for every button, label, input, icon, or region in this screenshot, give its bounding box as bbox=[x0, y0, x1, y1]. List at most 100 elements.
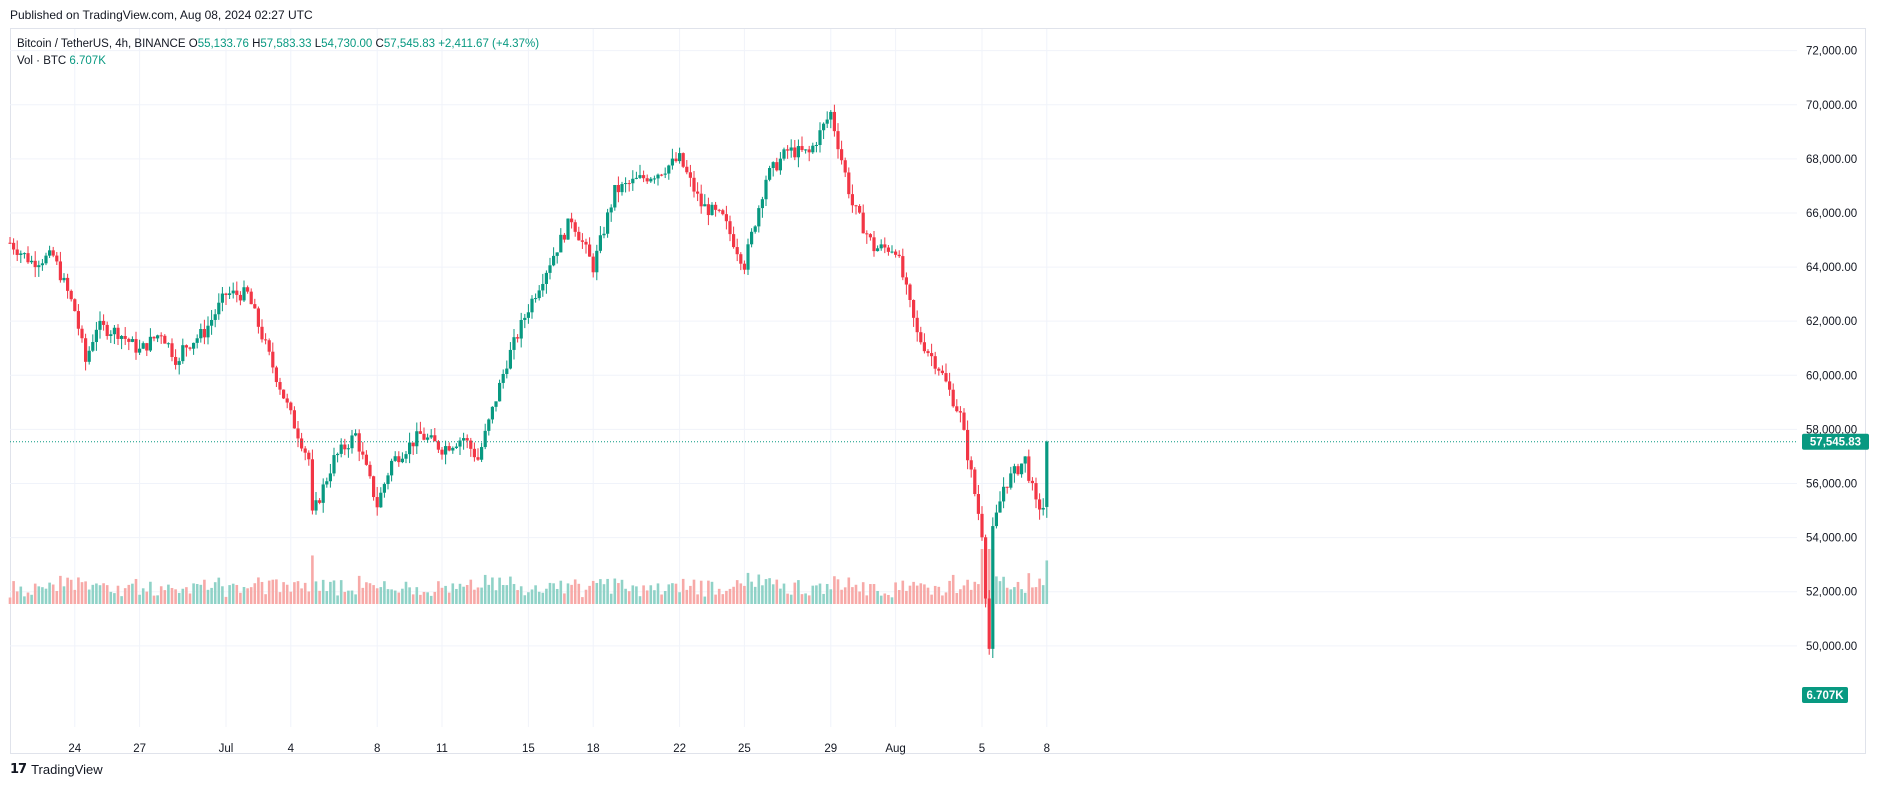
candle bbox=[854, 204, 858, 215]
candle bbox=[634, 171, 638, 180]
candle bbox=[170, 338, 174, 362]
candle bbox=[184, 344, 188, 357]
candle bbox=[1027, 449, 1031, 483]
candle-body bbox=[8, 242, 12, 244]
candle-body bbox=[591, 256, 595, 273]
volume-bar bbox=[123, 588, 127, 604]
candle-body bbox=[696, 191, 700, 194]
volume-bar bbox=[883, 593, 887, 604]
volume-bar bbox=[725, 590, 728, 604]
candle bbox=[861, 204, 865, 234]
candle bbox=[994, 504, 998, 529]
volume-bar bbox=[386, 589, 390, 604]
volume-bar bbox=[941, 595, 944, 604]
candle bbox=[577, 226, 581, 241]
candle bbox=[940, 365, 944, 376]
volume-label[interactable]: Vol · BTC bbox=[17, 55, 67, 67]
candle bbox=[937, 367, 941, 376]
candle bbox=[883, 237, 887, 254]
volume-bars bbox=[8, 549, 1049, 604]
volume-bar bbox=[1009, 589, 1013, 604]
symbol-title[interactable]: Bitcoin / TetherUS, 4h, BINANCE bbox=[17, 38, 186, 50]
candle bbox=[703, 194, 707, 207]
candle bbox=[555, 252, 559, 264]
candle-body bbox=[328, 473, 332, 482]
candle-body bbox=[235, 290, 239, 295]
candle bbox=[181, 338, 185, 364]
candle-body bbox=[26, 253, 30, 263]
last-price-badge bbox=[1802, 433, 1869, 450]
volume-bar bbox=[696, 594, 699, 604]
candle bbox=[490, 406, 494, 424]
candle-body bbox=[429, 435, 433, 438]
high-key: H bbox=[252, 38, 261, 50]
candle bbox=[148, 328, 152, 353]
tradingview-brand[interactable]: 17 TradingView bbox=[10, 762, 103, 777]
volume-bar bbox=[750, 581, 753, 604]
candle-body bbox=[739, 254, 743, 264]
volume-bar bbox=[541, 592, 545, 604]
time-axis[interactable]: 24 27 Jul 4 8 11 15 18 22 25 29 Aug 5 8 bbox=[68, 743, 1050, 755]
candle-body bbox=[757, 208, 761, 227]
volume-bar bbox=[581, 597, 584, 604]
candle-body bbox=[667, 165, 671, 174]
volume-bar bbox=[491, 577, 494, 604]
volume-bar bbox=[962, 585, 966, 604]
candle bbox=[325, 477, 329, 488]
volume-bar bbox=[995, 576, 998, 604]
volume-bar bbox=[563, 593, 566, 604]
volume-bar bbox=[278, 592, 282, 604]
price-axis[interactable]: 50,000.00 52,000.00 54,000.00 56,000.00 58,0… bbox=[1806, 46, 1857, 653]
candle-body bbox=[570, 218, 574, 223]
candle-body bbox=[663, 173, 667, 175]
candle bbox=[69, 289, 73, 302]
candle-body bbox=[872, 237, 876, 252]
candle bbox=[681, 152, 685, 169]
volume-bar bbox=[732, 586, 735, 604]
candle-body bbox=[382, 484, 386, 493]
candle bbox=[742, 260, 746, 275]
candle bbox=[588, 237, 592, 257]
candle bbox=[516, 334, 520, 343]
volume-bar bbox=[185, 587, 188, 604]
volume-bar bbox=[224, 596, 228, 604]
candle-body bbox=[793, 147, 797, 158]
candle bbox=[343, 438, 347, 456]
candle bbox=[922, 333, 926, 354]
candle bbox=[771, 161, 775, 177]
candle bbox=[472, 442, 476, 462]
candle bbox=[84, 333, 88, 371]
candle bbox=[962, 408, 966, 431]
candle-body bbox=[58, 261, 62, 281]
volume-bar bbox=[1038, 578, 1041, 604]
volume-bar bbox=[854, 584, 858, 604]
close-key: C bbox=[375, 38, 384, 50]
low-key: L bbox=[314, 38, 322, 50]
candle bbox=[904, 272, 908, 295]
candle bbox=[238, 291, 242, 306]
candle bbox=[469, 437, 473, 457]
volume-bar bbox=[851, 587, 854, 604]
candle-body bbox=[163, 335, 167, 344]
volume-bar bbox=[422, 591, 426, 604]
candle-body bbox=[354, 433, 358, 436]
last-volume-badge bbox=[1802, 687, 1848, 703]
time-tick-label: Jul bbox=[219, 743, 234, 755]
candle bbox=[1020, 463, 1024, 478]
candle bbox=[105, 321, 109, 340]
candle-body bbox=[562, 234, 566, 240]
candle bbox=[411, 442, 415, 455]
candle-body bbox=[897, 254, 901, 257]
volume-bar bbox=[321, 579, 325, 604]
volume-bar bbox=[217, 577, 221, 604]
candle bbox=[375, 486, 379, 516]
candle-body bbox=[1002, 486, 1006, 502]
candle-body bbox=[267, 340, 271, 352]
candle bbox=[753, 225, 757, 234]
volume-bar bbox=[253, 583, 257, 604]
candle-body bbox=[444, 446, 448, 455]
candle-body bbox=[346, 448, 350, 450]
volume-bar bbox=[37, 586, 41, 604]
volume-bar bbox=[555, 588, 559, 604]
